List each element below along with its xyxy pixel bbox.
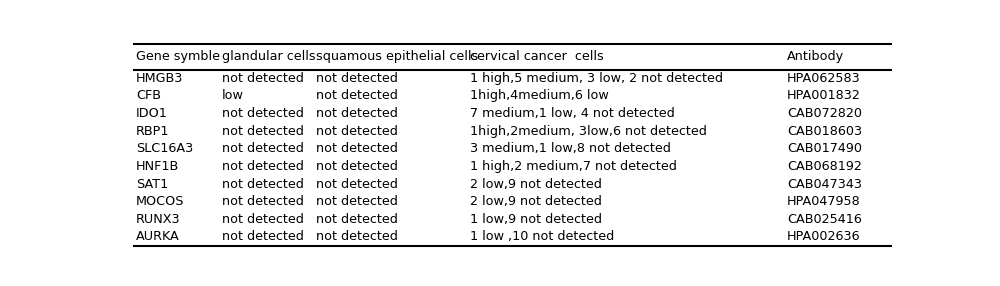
Text: HPA047958: HPA047958 bbox=[787, 195, 861, 208]
Text: CFB: CFB bbox=[136, 90, 161, 102]
Text: not detected: not detected bbox=[316, 160, 398, 173]
Text: CAB047343: CAB047343 bbox=[787, 178, 862, 190]
Text: 2 low,9 not detected: 2 low,9 not detected bbox=[470, 195, 602, 208]
Text: not detected: not detected bbox=[316, 90, 398, 102]
Text: HMGB3: HMGB3 bbox=[136, 72, 183, 85]
Text: not detected: not detected bbox=[316, 231, 398, 243]
Text: not detected: not detected bbox=[316, 107, 398, 120]
Text: SAT1: SAT1 bbox=[136, 178, 168, 190]
Text: not detected: not detected bbox=[316, 142, 398, 155]
Text: SLC16A3: SLC16A3 bbox=[136, 142, 193, 155]
Text: RUNX3: RUNX3 bbox=[136, 213, 181, 226]
Text: 1 low ,10 not detected: 1 low ,10 not detected bbox=[470, 231, 614, 243]
Text: 2 low,9 not detected: 2 low,9 not detected bbox=[470, 178, 602, 190]
Text: HPA002636: HPA002636 bbox=[787, 231, 861, 243]
Text: HPA001832: HPA001832 bbox=[787, 90, 861, 102]
Text: not detected: not detected bbox=[222, 195, 303, 208]
Text: Gene symble: Gene symble bbox=[136, 50, 220, 63]
Text: CAB018603: CAB018603 bbox=[787, 125, 862, 138]
Text: low: low bbox=[222, 90, 243, 102]
Text: not detected: not detected bbox=[222, 160, 303, 173]
Text: CAB072820: CAB072820 bbox=[787, 107, 862, 120]
Text: 3 medium,1 low,8 not detected: 3 medium,1 low,8 not detected bbox=[470, 142, 671, 155]
Text: CAB017490: CAB017490 bbox=[787, 142, 862, 155]
Text: 1 high,5 medium, 3 low, 2 not detected: 1 high,5 medium, 3 low, 2 not detected bbox=[470, 72, 723, 85]
Text: HPA062583: HPA062583 bbox=[787, 72, 861, 85]
Text: Antibody: Antibody bbox=[787, 50, 844, 63]
Text: cervical cancer  cells: cervical cancer cells bbox=[470, 50, 604, 63]
Text: 1high,4medium,6 low: 1high,4medium,6 low bbox=[470, 90, 609, 102]
Text: not detected: not detected bbox=[316, 125, 398, 138]
Text: not detected: not detected bbox=[222, 72, 303, 85]
Text: IDO1: IDO1 bbox=[136, 107, 168, 120]
Text: MOCOS: MOCOS bbox=[136, 195, 185, 208]
Text: not detected: not detected bbox=[316, 178, 398, 190]
Text: not detected: not detected bbox=[222, 125, 303, 138]
Text: 1 low,9 not detected: 1 low,9 not detected bbox=[470, 213, 602, 226]
Text: not detected: not detected bbox=[316, 72, 398, 85]
Text: CAB025416: CAB025416 bbox=[787, 213, 862, 226]
Text: not detected: not detected bbox=[222, 213, 303, 226]
Text: not detected: not detected bbox=[222, 107, 303, 120]
Text: squamous epithelial cells: squamous epithelial cells bbox=[316, 50, 478, 63]
Text: 1 high,2 medium,7 not detected: 1 high,2 medium,7 not detected bbox=[470, 160, 677, 173]
Text: HNF1B: HNF1B bbox=[136, 160, 179, 173]
Text: not detected: not detected bbox=[222, 142, 303, 155]
Text: not detected: not detected bbox=[222, 178, 303, 190]
Text: not detected: not detected bbox=[222, 231, 303, 243]
Text: not detected: not detected bbox=[316, 213, 398, 226]
Text: not detected: not detected bbox=[316, 195, 398, 208]
Text: 1high,2medium, 3low,6 not detected: 1high,2medium, 3low,6 not detected bbox=[470, 125, 707, 138]
Text: AURKA: AURKA bbox=[136, 231, 180, 243]
Text: glandular cells: glandular cells bbox=[222, 50, 315, 63]
Text: RBP1: RBP1 bbox=[136, 125, 170, 138]
Text: 7 medium,1 low, 4 not detected: 7 medium,1 low, 4 not detected bbox=[470, 107, 675, 120]
Text: CAB068192: CAB068192 bbox=[787, 160, 862, 173]
